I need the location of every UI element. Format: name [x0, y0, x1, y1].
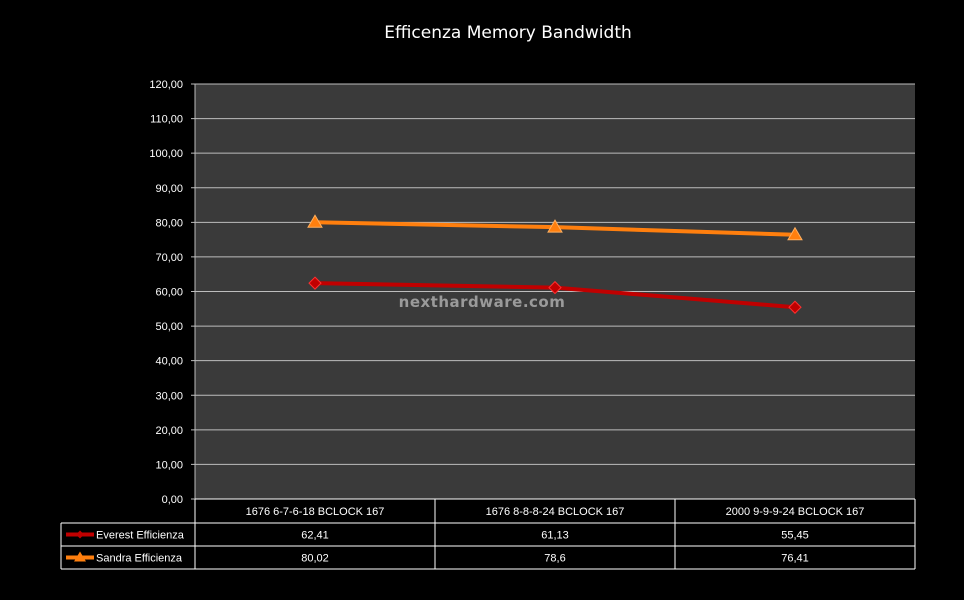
data-point — [308, 276, 322, 290]
data-label: 62,41 — [301, 530, 329, 542]
y-tick-label: 70,00 — [155, 252, 183, 264]
y-tick-label: 110,00 — [150, 114, 183, 126]
data-label: 55,45 — [781, 530, 809, 542]
y-tick-label: 120,00 — [149, 79, 183, 91]
data-point — [547, 219, 563, 233]
legend-marker — [74, 551, 86, 562]
y-tick-label: 60,00 — [155, 287, 183, 299]
y-tick-label: 80,00 — [155, 217, 183, 229]
chart-title: Efficenza Memory Bandwidth — [384, 23, 632, 43]
data-label: 61,13 — [541, 530, 569, 542]
data-point — [788, 300, 802, 314]
y-tick-label: 10,00 — [155, 459, 183, 471]
y-tick-label: 30,00 — [155, 390, 183, 402]
data-label: 78,6 — [544, 553, 565, 565]
watermark: nexthardware.com — [399, 293, 566, 311]
y-tick-label: 40,00 — [155, 356, 183, 368]
data-label: 80,02 — [301, 553, 329, 565]
y-tick-label: 100,00 — [149, 148, 183, 160]
x-tick-label: 1676 8-8-8-24 BCLOCK 167 — [486, 506, 625, 518]
data-point — [307, 214, 323, 228]
y-tick-label: 90,00 — [155, 183, 183, 195]
y-tick-label: 20,00 — [155, 425, 183, 437]
data-label: 76,41 — [781, 553, 809, 565]
legend-label: Sandra Efficienza — [96, 553, 183, 565]
legend-label: Everest Efficienza — [96, 530, 185, 542]
x-tick-label: 2000 9-9-9-24 BCLOCK 167 — [726, 506, 865, 518]
legend-marker — [76, 530, 84, 539]
x-tick-label: 1676 6-7-6-18 BCLOCK 167 — [246, 506, 385, 518]
data-point — [548, 280, 562, 295]
y-tick-label: 0,00 — [162, 494, 183, 506]
data-point — [787, 226, 803, 241]
y-tick-label: 50,00 — [155, 321, 183, 333]
